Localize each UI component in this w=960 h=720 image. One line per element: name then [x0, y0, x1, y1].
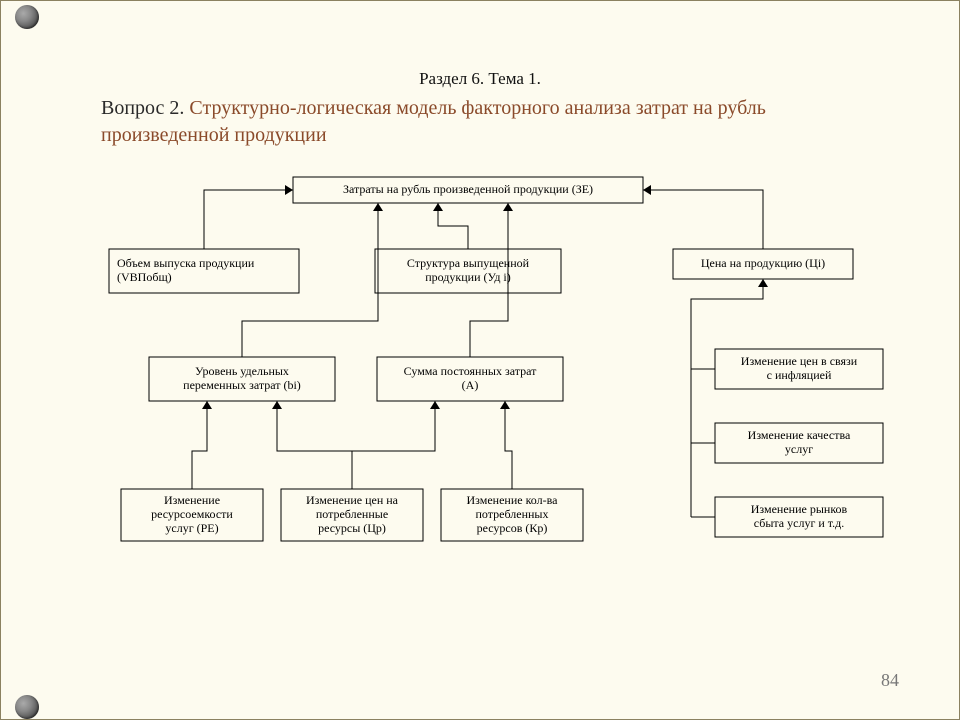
question-title: Вопрос 2. Структурно-логическая модель ф… — [101, 95, 899, 149]
svg-text:Изменение: Изменение — [164, 493, 220, 507]
node-struct: Структура выпущеннойпродукции (Уд i) — [375, 249, 561, 293]
svg-text:Изменение цен в связи: Изменение цен в связи — [741, 354, 858, 368]
question-prefix: Вопрос 2. — [101, 97, 184, 119]
node-root: Затраты на рубль произведенной продукции… — [293, 177, 643, 203]
node-infl: Изменение цен в связис инфляцией — [715, 349, 883, 389]
svg-text:потребленных: потребленных — [475, 507, 548, 521]
title-text: Структурно-логическая модель факторного … — [101, 97, 766, 146]
svg-text:переменных затрат (bi): переменных затрат (bi) — [183, 378, 301, 392]
svg-text:Уровень удельных: Уровень удельных — [195, 364, 289, 378]
node-bi: Уровень удельныхпеременных затрат (bi) — [149, 357, 335, 401]
svg-text:сбыта услуг и т.д.: сбыта услуг и т.д. — [754, 516, 844, 530]
flowchart: Затраты на рубль произведенной продукции… — [61, 171, 921, 651]
section-label: Раздел 6. Тема 1. — [1, 69, 959, 89]
svg-text:потребленные: потребленные — [316, 507, 388, 521]
svg-text:Структура выпущенной: Структура выпущенной — [407, 256, 530, 270]
node-Kp: Изменение кол-вапотребленныхресурсов (Кр… — [441, 489, 583, 541]
svg-text:Цена на продукцию (Цi): Цена на продукцию (Цi) — [701, 256, 825, 270]
svg-text:продукции (Уд i): продукции (Уд i) — [425, 270, 511, 284]
svg-text:Объем выпуска продукции: Объем выпуска продукции — [117, 256, 255, 270]
svg-text:Сумма постоянных затрат: Сумма постоянных затрат — [404, 364, 537, 378]
node-qual: Изменение качествауслуг — [715, 423, 883, 463]
svg-text:Изменение рынков: Изменение рынков — [751, 502, 848, 516]
node-A: Сумма постоянных затрат(А) — [377, 357, 563, 401]
svg-text:(А): (А) — [462, 378, 479, 392]
svg-text:ресурсы (Цр): ресурсы (Цр) — [318, 521, 386, 535]
slide-page: Раздел 6. Тема 1. Вопрос 2. Структурно-л… — [0, 0, 960, 720]
svg-text:с инфляцией: с инфляцией — [767, 368, 832, 382]
node-Cp: Изменение цен напотребленныересурсы (Цр) — [281, 489, 423, 541]
binding-hole-icon — [15, 695, 39, 719]
svg-text:Затраты на рубль произведенной: Затраты на рубль произведенной продукции… — [343, 182, 593, 196]
svg-text:Изменение кол-ва: Изменение кол-ва — [467, 493, 559, 507]
svg-text:(VВПобщ): (VВПобщ) — [117, 270, 172, 284]
node-price: Цена на продукцию (Цi) — [673, 249, 853, 279]
node-PE: Изменениересурсоемкостиуслуг (PE) — [121, 489, 263, 541]
svg-text:ресурсоемкости: ресурсоемкости — [151, 507, 233, 521]
svg-text:услуг: услуг — [785, 442, 813, 456]
page-number: 84 — [881, 670, 899, 691]
node-market: Изменение рынковсбыта услуг и т.д. — [715, 497, 883, 537]
node-vol: Объем выпуска продукции(VВПобщ) — [109, 249, 299, 293]
svg-text:Изменение цен на: Изменение цен на — [306, 493, 399, 507]
svg-text:Изменение качества: Изменение качества — [748, 428, 851, 442]
diagram-canvas: Затраты на рубль произведенной продукции… — [61, 171, 921, 651]
svg-text:ресурсов (Кр): ресурсов (Кр) — [477, 521, 548, 535]
binding-hole-icon — [15, 5, 39, 29]
svg-text:услуг (PE): услуг (PE) — [165, 521, 218, 535]
